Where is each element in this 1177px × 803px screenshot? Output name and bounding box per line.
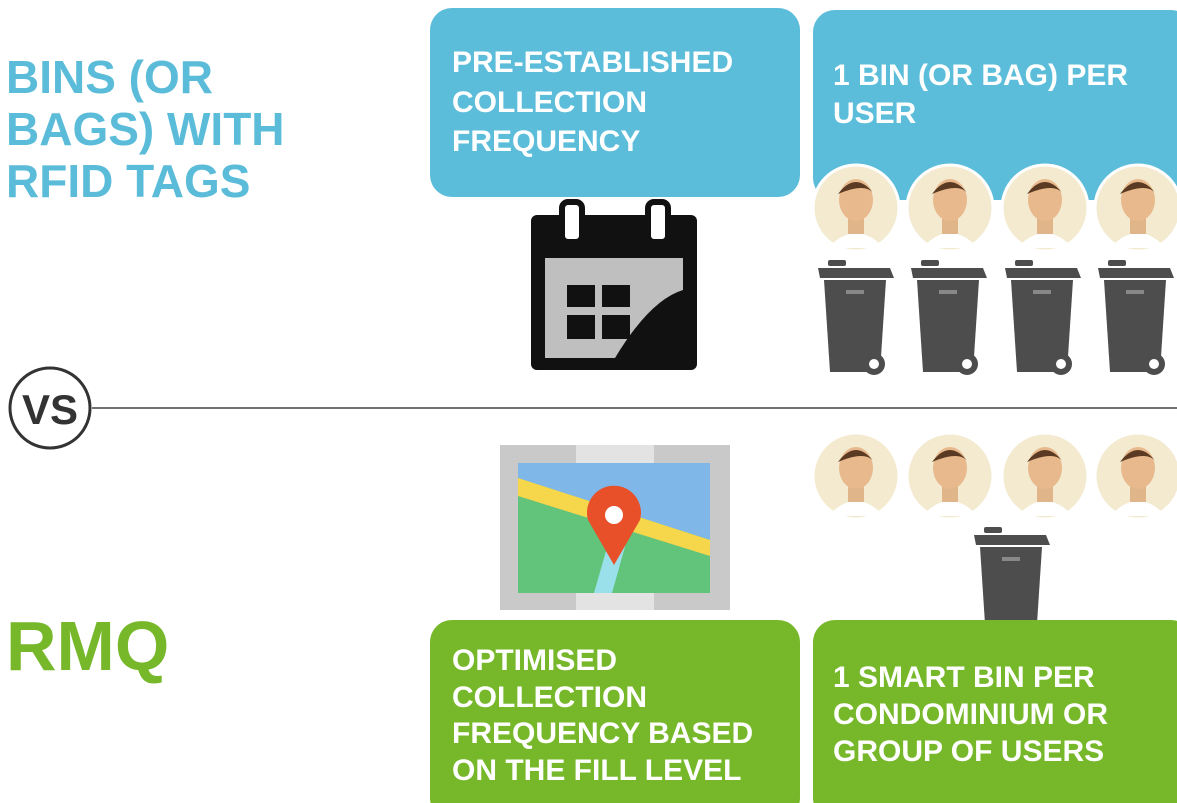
bottom-title: RMQ <box>6 607 169 685</box>
calendar-icon <box>531 202 697 370</box>
title-line: BAGS) WITH <box>6 103 285 155</box>
top-title: BINS (OR BAGS) WITH RFID TAGS <box>6 51 285 207</box>
title-line: RFID TAGS <box>6 155 250 207</box>
box-line: ON THE FILL LEVEL <box>452 754 741 787</box>
people-bottom <box>813 433 1177 519</box>
box-line: GROUP OF USERS <box>833 735 1104 768</box>
map-icon <box>500 445 730 610</box>
title-line: BINS (OR <box>6 51 213 103</box>
box-line: COLLECTION <box>452 681 647 714</box>
bins-top <box>818 260 1174 375</box>
infographic: BINS (OR BAGS) WITH RFID TAGS PRE-ESTABL… <box>0 0 1177 803</box>
box-text: 1 SMART BIN PER CONDOMINIUM OR GROUP OF … <box>833 661 1108 768</box>
box-line: OPTIMISED <box>452 644 617 677</box>
box-line: CONDOMINIUM OR <box>833 698 1108 731</box>
box-line: USER <box>833 97 917 130</box>
box-line: 1 BIN (OR BAG) PER <box>833 59 1128 92</box>
box-line: 1 SMART BIN PER <box>833 661 1095 694</box>
box-line: FREQUENCY <box>452 125 640 158</box>
box-line: FREQUENCY BASED <box>452 717 753 750</box>
box-line: PRE-ESTABLISHED <box>452 46 733 79</box>
box-line: COLLECTION <box>452 86 647 119</box>
vs-label: VS <box>22 386 78 433</box>
